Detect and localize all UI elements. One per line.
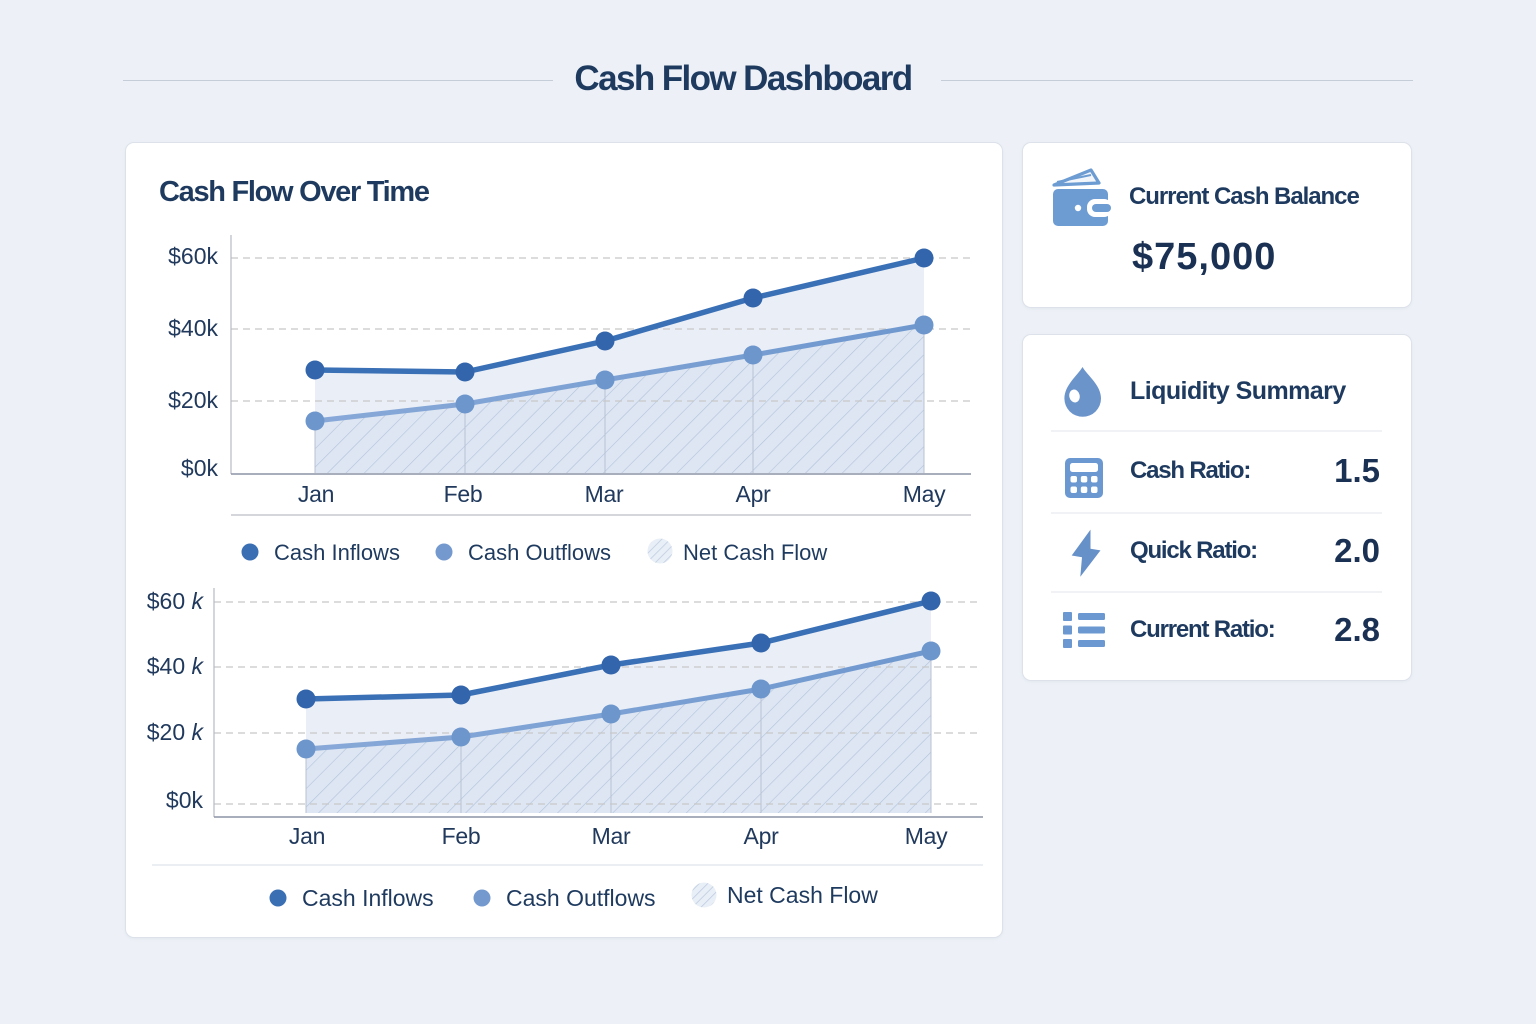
svg-text:$40 k: $40 k <box>147 653 205 679</box>
svg-text:Jan: Jan <box>289 823 325 849</box>
svg-text:$40k: $40k <box>168 315 218 341</box>
svg-text:Cash Outflows: Cash Outflows <box>506 885 656 911</box>
svg-text:Cash Outflows: Cash Outflows <box>468 540 611 565</box>
svg-text:$0k: $0k <box>166 787 204 813</box>
svg-text:$20 k: $20 k <box>147 719 205 745</box>
svg-text:Cash Flow Over Time: Cash Flow Over Time <box>159 176 430 208</box>
svg-text:Feb: Feb <box>442 823 481 849</box>
svg-text:May: May <box>905 823 948 849</box>
svg-text:$60k: $60k <box>168 243 218 269</box>
svg-text:$60 k: $60 k <box>147 588 205 614</box>
svg-text:Cash Inflows: Cash Inflows <box>302 885 434 911</box>
svg-text:Cash Inflows: Cash Inflows <box>274 540 400 565</box>
svg-text:Mar: Mar <box>585 481 624 507</box>
svg-text:Net Cash Flow: Net Cash Flow <box>727 882 878 908</box>
svg-text:Net Cash Flow: Net Cash Flow <box>683 540 827 565</box>
svg-text:Feb: Feb <box>444 481 483 507</box>
svg-text:$0k: $0k <box>181 455 219 481</box>
svg-text:Apr: Apr <box>736 481 772 507</box>
svg-text:Mar: Mar <box>592 823 631 849</box>
svg-text:$20k: $20k <box>168 387 218 413</box>
svg-text:May: May <box>903 481 946 507</box>
svg-text:Jan: Jan <box>298 481 334 507</box>
svg-text:Apr: Apr <box>744 823 780 849</box>
